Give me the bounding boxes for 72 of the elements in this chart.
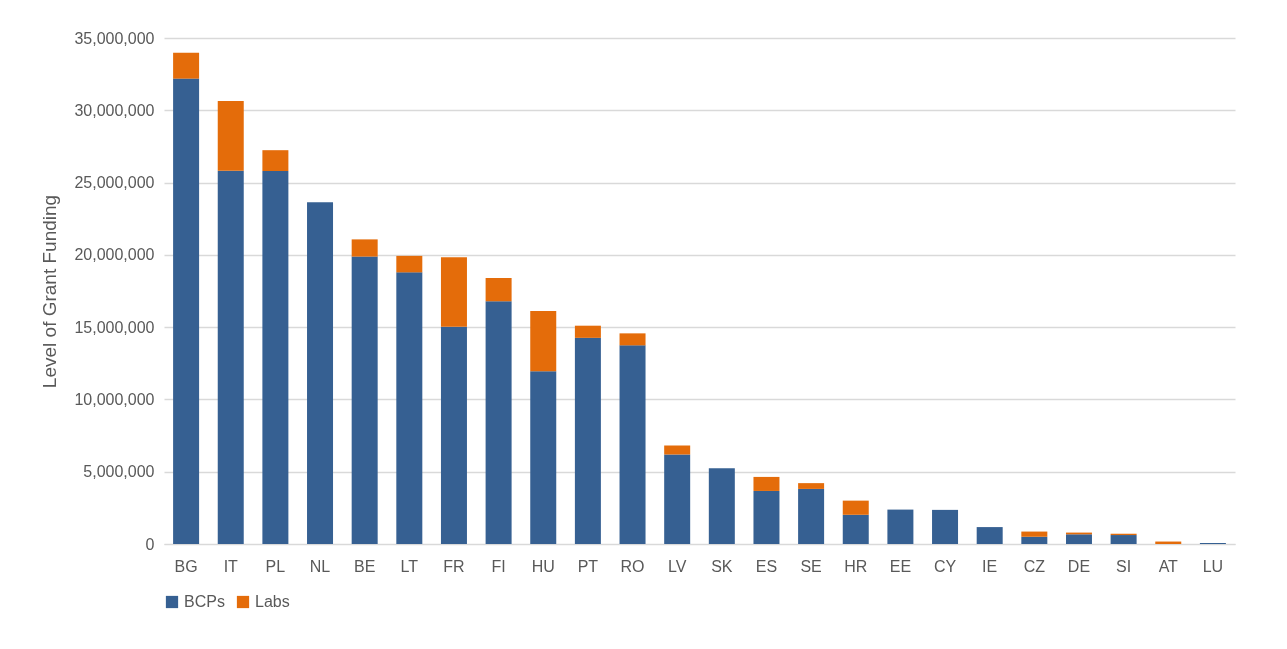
bar (664, 445, 691, 455)
x-tick-label: CZ (1023, 557, 1046, 575)
y-tick-label: 15,000,000 (74, 318, 155, 336)
bar (1021, 536, 1048, 544)
bar (664, 454, 691, 544)
x-tick-label: BE (354, 557, 376, 575)
bar (173, 52, 200, 79)
bar (976, 527, 1003, 544)
bar (440, 326, 467, 544)
bar (351, 256, 378, 544)
bar (396, 255, 423, 273)
bar (485, 277, 512, 302)
x-tick-label: EE (889, 557, 912, 575)
bar (485, 301, 512, 544)
y-tick-label: 20,000,000 (74, 246, 155, 264)
x-tick-label: CY (933, 557, 957, 575)
bar (1065, 534, 1092, 544)
bar (217, 170, 244, 544)
x-tick-label: SI (1116, 557, 1132, 575)
x-tick-label: FR (443, 557, 465, 575)
bar (887, 509, 914, 544)
bar (1021, 531, 1048, 537)
x-tick-label: HU (531, 557, 555, 575)
bar (530, 310, 557, 372)
x-tick-label: PL (265, 557, 286, 575)
bar (932, 509, 959, 544)
bar (262, 150, 289, 172)
x-tick-label: PT (577, 557, 599, 575)
x-tick-label: DE (1067, 557, 1091, 575)
bar (798, 488, 825, 544)
bar (217, 101, 244, 171)
x-tick-label: SE (800, 557, 822, 575)
bar (753, 490, 780, 544)
x-tick-label: NL (309, 557, 331, 575)
bar (351, 239, 378, 257)
x-tick-label: IE (982, 557, 998, 575)
y-axis-title: Level of Grant Funding (39, 194, 61, 389)
bar (307, 202, 334, 544)
bar (619, 345, 646, 544)
x-tick-label: SK (711, 557, 733, 575)
x-tick-label: LV (667, 557, 687, 575)
y-tick-label: 0 (145, 535, 155, 553)
bar (574, 325, 601, 338)
y-tick-label: 10,000,000 (74, 390, 155, 408)
x-tick-label: IT (223, 557, 239, 575)
x-tick-label: ES (755, 557, 778, 575)
x-tick-label: FI (491, 557, 506, 575)
y-tick-label: 25,000,000 (74, 174, 155, 192)
x-tick-label: RO (620, 557, 645, 575)
x-tick-label: BG (174, 557, 198, 575)
y-tick-label: 30,000,000 (74, 101, 155, 119)
bar (574, 337, 601, 544)
bar (396, 272, 423, 544)
bar (842, 514, 869, 544)
y-tick-label: 5,000,000 (83, 463, 155, 481)
bar (619, 333, 646, 346)
bar (1110, 535, 1137, 544)
legend-label: BCPs (184, 593, 225, 610)
bar (262, 171, 289, 544)
bar (173, 78, 200, 544)
legend-label: Labs (255, 593, 290, 610)
x-tick-label: LT (400, 557, 419, 575)
bar (440, 257, 467, 327)
x-tick-label: LU (1202, 557, 1224, 575)
bar (753, 476, 780, 491)
x-tick-label: AT (1158, 557, 1179, 575)
bar (530, 371, 557, 544)
bar (708, 468, 735, 544)
bar (798, 483, 825, 489)
x-tick-label: HR (844, 557, 868, 575)
bar (842, 500, 869, 515)
y-tick-label: 35,000,000 (74, 29, 155, 47)
